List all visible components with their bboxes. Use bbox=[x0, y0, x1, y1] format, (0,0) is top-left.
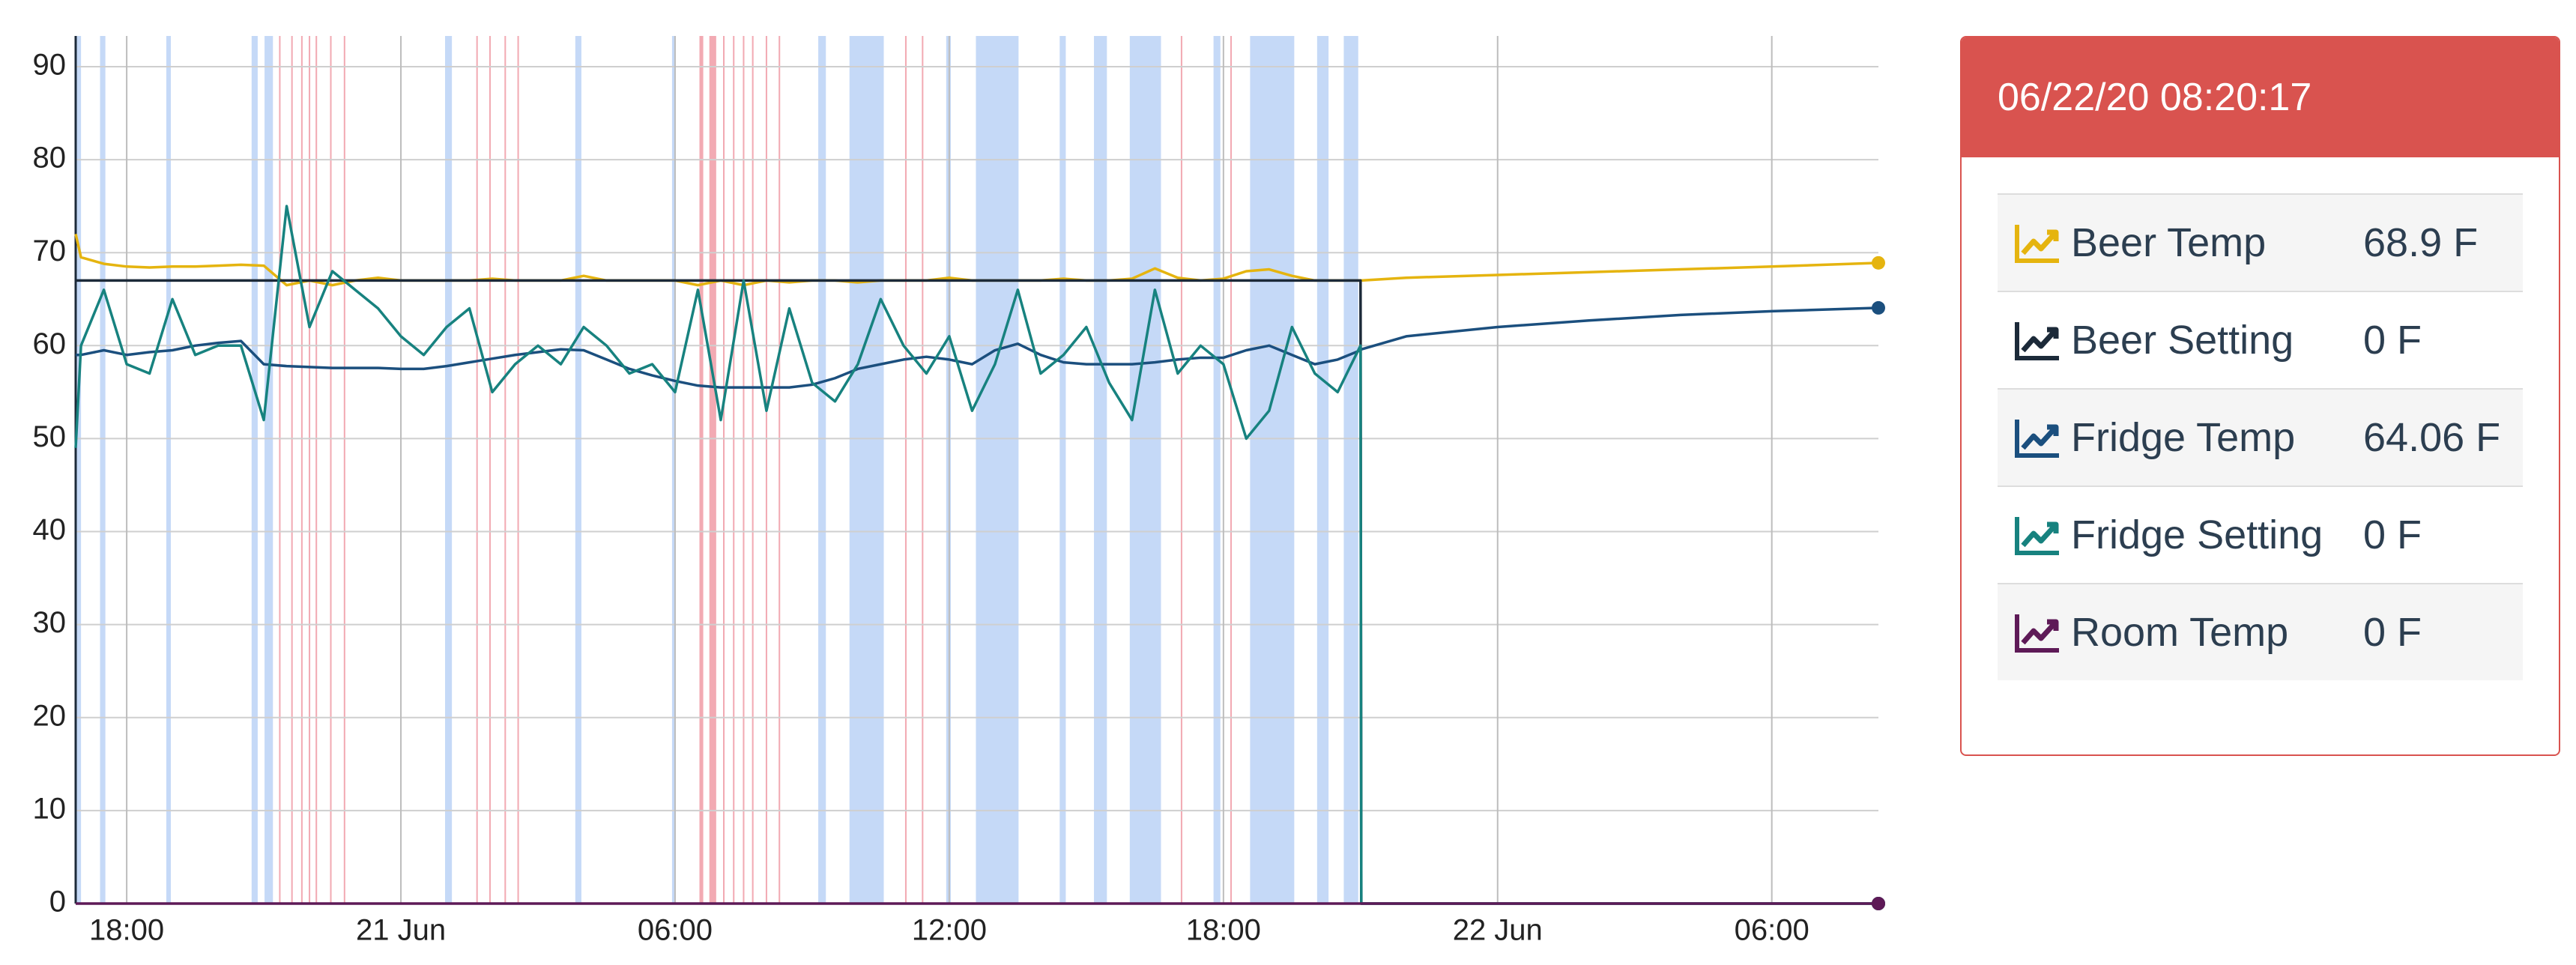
heating-band bbox=[778, 36, 781, 904]
x-tick-label: 22 Jun bbox=[1453, 914, 1543, 947]
legend-row: Fridge Temp 64.06 F bbox=[1998, 388, 2523, 485]
heating-band bbox=[291, 36, 293, 904]
heating-band bbox=[1180, 36, 1182, 904]
y-tick-label: 0 bbox=[49, 886, 66, 919]
icon-axis bbox=[2015, 420, 2059, 458]
legend-label: Beer Setting bbox=[2071, 318, 2294, 363]
heating-band bbox=[723, 36, 725, 904]
legend-value: 0 F bbox=[2363, 610, 2422, 655]
cooling-band bbox=[264, 36, 273, 904]
legend-label: Fridge Setting bbox=[2071, 512, 2323, 557]
heating-band bbox=[300, 36, 303, 904]
heating-band bbox=[476, 36, 478, 904]
legend-row: Room Temp 0 F bbox=[1998, 583, 2523, 680]
cooling-band bbox=[946, 36, 951, 904]
x-tick-label: 18:00 bbox=[1186, 914, 1261, 947]
series-line bbox=[74, 205, 1878, 905]
end-marker bbox=[1872, 897, 1885, 910]
y-tick-label: 50 bbox=[33, 420, 67, 453]
legend-row: Fridge Setting 0 F bbox=[1998, 485, 2523, 583]
heating-band bbox=[1230, 36, 1233, 904]
icon-line bbox=[2021, 521, 2059, 548]
heating-band bbox=[743, 36, 745, 904]
heating-band bbox=[709, 36, 716, 904]
legend-panel: 06/22/20 08:20:17 Beer Temp 68.9 F Beer Se… bbox=[1960, 36, 2560, 756]
cooling-band bbox=[575, 36, 581, 904]
icon-line bbox=[2021, 229, 2059, 255]
y-tick-label: 10 bbox=[33, 792, 67, 825]
heating-band bbox=[315, 36, 318, 904]
icon-axis bbox=[2015, 614, 2059, 653]
x-tick-label: 21 Jun bbox=[356, 914, 446, 947]
series-line bbox=[76, 306, 1879, 389]
x-tick-label: 06:00 bbox=[1735, 914, 1809, 947]
end-marker bbox=[1872, 300, 1885, 315]
y-tick-label: 40 bbox=[33, 513, 67, 546]
cooling-band bbox=[444, 36, 453, 904]
legend-icon bbox=[2015, 614, 2059, 653]
heating-band bbox=[517, 36, 519, 904]
cooling-band bbox=[976, 36, 1019, 904]
cooling-band bbox=[1316, 36, 1329, 904]
y-tick-label: 20 bbox=[33, 699, 67, 732]
cooling-band bbox=[1250, 36, 1295, 904]
cooling-band bbox=[1343, 36, 1358, 904]
y-tick-label: 80 bbox=[33, 142, 67, 175]
legend-label: Room Temp bbox=[2071, 610, 2289, 655]
legend-icon bbox=[2015, 225, 2059, 263]
cooling-band bbox=[1129, 36, 1161, 904]
chart: 0 10 20 30 40 50 60 70 80 90 18:00 21 Jun 06:00 12:00… bbox=[33, 36, 1885, 947]
legend-rows: Beer Temp 68.9 F Beer Setting 0 F Fridge Tem… bbox=[1998, 193, 2523, 680]
legend-value: 64.06 F bbox=[2363, 415, 2501, 460]
legend-row: Beer Setting 0 F bbox=[1998, 291, 2523, 388]
end-marker bbox=[1872, 255, 1885, 270]
cooling-band bbox=[251, 36, 258, 904]
heating-band bbox=[922, 36, 924, 904]
cooling-band bbox=[849, 36, 884, 904]
heating-band bbox=[733, 36, 735, 904]
legend-label: Fridge Temp bbox=[2071, 415, 2296, 460]
x-tick-label: 12:00 bbox=[912, 914, 987, 947]
legend-icon bbox=[2015, 322, 2059, 360]
icon-line bbox=[2021, 424, 2059, 450]
heating-band bbox=[309, 36, 311, 904]
timestamp: 06/22/20 08:20:17 bbox=[1962, 37, 2559, 157]
cooling-band bbox=[76, 36, 82, 904]
heating-band bbox=[699, 36, 704, 904]
legend-value: 68.9 F bbox=[2363, 220, 2479, 265]
legend-value: 0 F bbox=[2363, 318, 2422, 363]
icon-line bbox=[2021, 327, 2059, 353]
y-tick-label: 90 bbox=[33, 49, 67, 82]
heating-band bbox=[504, 36, 507, 904]
heating-band bbox=[904, 36, 907, 904]
x-tick-label: 06:00 bbox=[638, 914, 713, 947]
heating-band bbox=[330, 36, 332, 904]
cooling-band bbox=[1094, 36, 1107, 904]
icon-axis bbox=[2015, 322, 2059, 360]
legend-value: 0 F bbox=[2363, 512, 2422, 557]
cooling-band bbox=[1213, 36, 1221, 904]
icon-axis bbox=[2015, 517, 2059, 555]
y-tick-label: 70 bbox=[33, 235, 67, 267]
heating-band bbox=[489, 36, 491, 904]
cooling-band bbox=[166, 36, 172, 904]
icon-axis bbox=[2015, 225, 2059, 263]
heating-band bbox=[752, 36, 754, 904]
legend-icon bbox=[2015, 420, 2059, 458]
icon-line bbox=[2021, 619, 2059, 645]
cooling-band bbox=[818, 36, 826, 904]
y-tick-label: 30 bbox=[33, 606, 67, 639]
x-tick-label: 18:00 bbox=[89, 914, 164, 947]
heating-band bbox=[343, 36, 345, 904]
heating-band bbox=[765, 36, 767, 904]
heating-band bbox=[279, 36, 281, 904]
cooling-band bbox=[100, 36, 106, 904]
cooling-band bbox=[1059, 36, 1066, 904]
legend-icon bbox=[2015, 517, 2059, 555]
legend-label: Beer Temp bbox=[2071, 220, 2267, 265]
y-tick-label: 60 bbox=[33, 327, 67, 360]
legend-row: Beer Temp 68.9 F bbox=[1998, 193, 2523, 291]
cooling-band bbox=[671, 36, 675, 904]
